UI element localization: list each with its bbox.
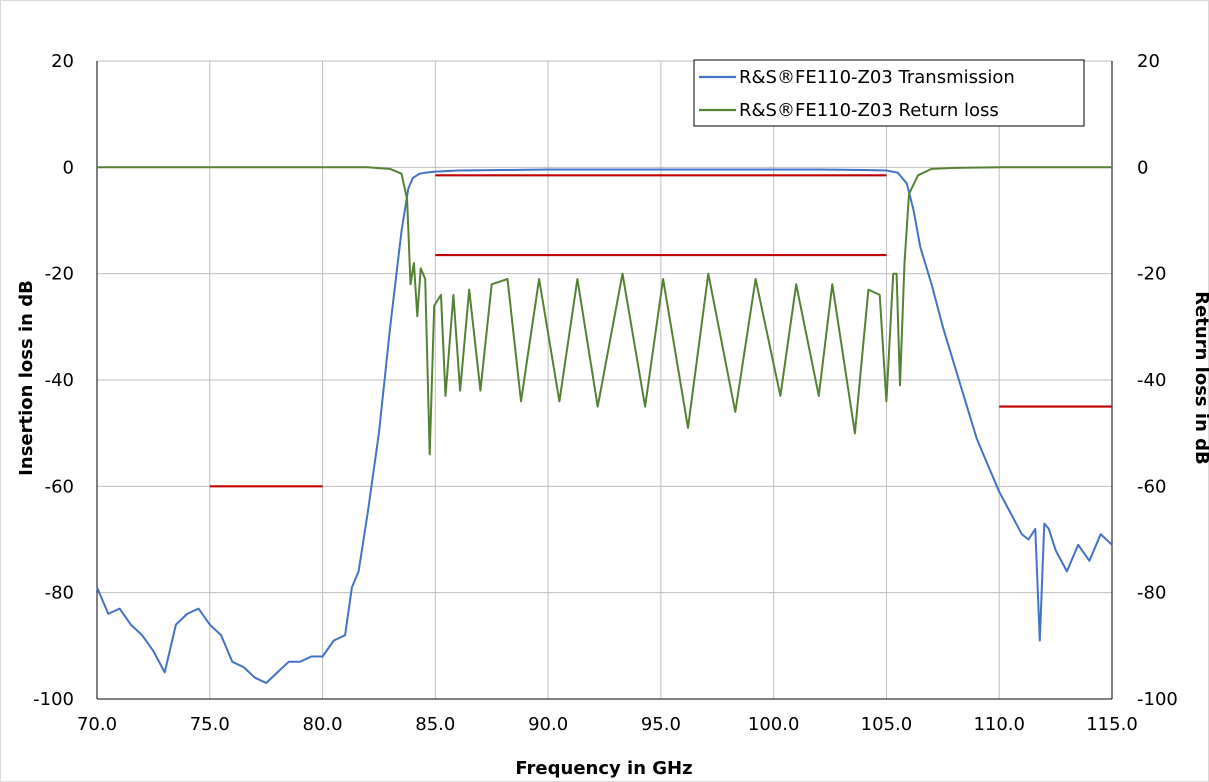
y-axis-left-ticks: 20 0 -20 -40 -60 -80 -100 (33, 51, 74, 710)
legend-box (693, 59, 1085, 127)
limit-lines (209, 174, 1112, 488)
series-transmission (96, 168, 1113, 684)
legend: R&S®FE110-Z03 Transmission R&S®FE110-Z03… (693, 59, 1085, 127)
y-tick-label-left: -80 (45, 583, 74, 604)
x-tick-label: 115.0 (1086, 714, 1138, 735)
x-tick-label: 110.0 (973, 714, 1025, 735)
y-tick-label-right: 20 (1137, 51, 1160, 72)
legend-label-transmission: R&S®FE110-Z03 Transmission (739, 67, 1015, 88)
y-tick-label-left: 20 (51, 51, 74, 72)
x-tick-label: 70.0 (77, 714, 117, 735)
y-tick-label-left: -20 (45, 264, 74, 285)
x-tick-label: 80.0 (303, 714, 343, 735)
y-tick-label-right: -20 (1137, 264, 1166, 285)
x-tick-label: 85.0 (415, 714, 455, 735)
y2-axis-title: Return loss in dB (1191, 291, 1209, 465)
y-tick-label-left: -60 (45, 476, 74, 497)
y-tick-label-left: -40 (45, 370, 74, 391)
y-tick-label-left: 0 (63, 157, 74, 178)
y-tick-label-right: -60 (1137, 476, 1166, 497)
series-return-loss (97, 166, 1112, 456)
legend-label-return-loss: R&S®FE110-Z03 Return loss (739, 100, 999, 121)
y-axis-title: Insertion loss in dB (16, 280, 37, 476)
y-tick-label-right: -40 (1137, 370, 1166, 391)
x-tick-label: 105.0 (861, 714, 913, 735)
y-tick-label-right: -100 (1137, 689, 1178, 710)
x-tick-label: 95.0 (641, 714, 681, 735)
x-tick-label: 75.0 (190, 714, 230, 735)
x-tick-label: 90.0 (528, 714, 568, 735)
x-axis-title: Frequency in GHz (515, 758, 692, 779)
x-axis-ticks: 70.0 75.0 80.0 85.0 90.0 95.0 100.0 105.0 110.0 1… (77, 714, 1138, 735)
x-tick-label: 100.0 (748, 714, 800, 735)
y-tick-label-left: -100 (33, 689, 74, 710)
y-axis-right-ticks: 20 0 -20 -40 -60 -80 -100 (1137, 51, 1178, 710)
data-series (96, 166, 1113, 684)
y-tick-label-right: -80 (1137, 583, 1166, 604)
y-tick-label-right: 0 (1137, 157, 1148, 178)
